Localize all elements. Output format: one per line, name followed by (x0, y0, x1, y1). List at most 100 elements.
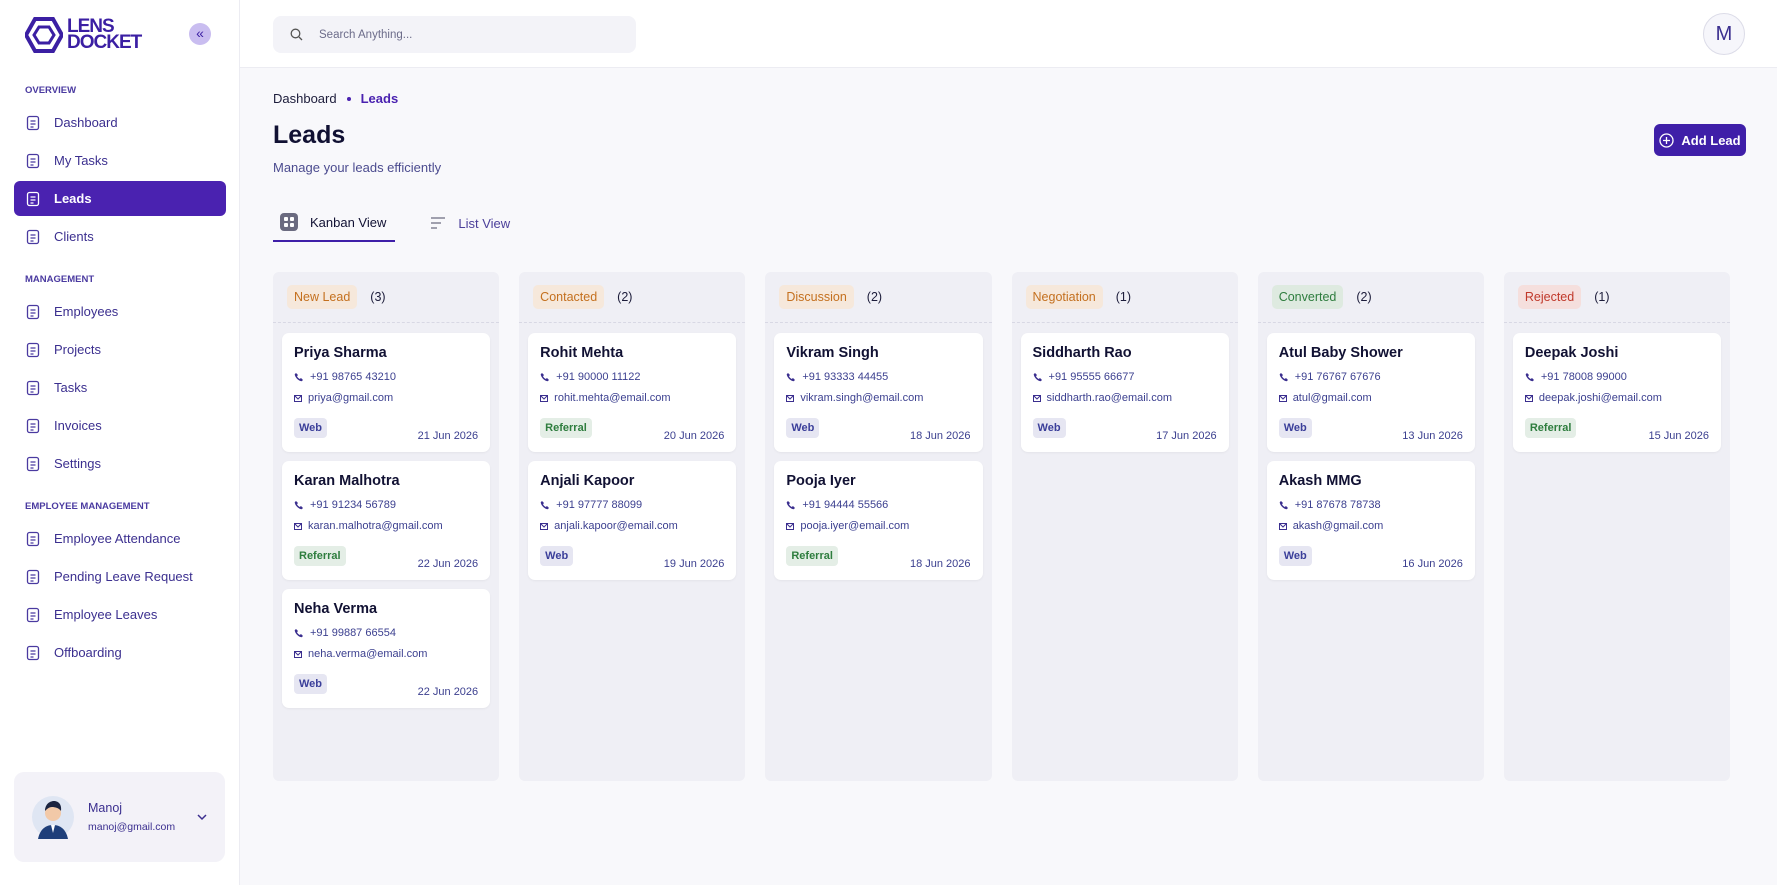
nav-item[interactable]: Clients (14, 219, 226, 254)
add-lead-button[interactable]: Add Lead (1654, 124, 1746, 156)
nav-icon (26, 456, 40, 471)
nav-item[interactable]: Projects (14, 332, 226, 367)
lead-name: Akash MMG (1278, 473, 1362, 489)
nav-label: Clients (54, 229, 94, 244)
nav-item[interactable]: Leads (14, 181, 226, 216)
section-title: OVERVIEW (25, 85, 77, 96)
lead-card[interactable]: Karan Malhotra +91 91234 56789 karan.malho… (282, 461, 491, 580)
lead-card[interactable]: Rohit Mehta +91 90000 11122 rohit.mehta@em… (528, 333, 737, 452)
nav-item[interactable]: My Tasks (14, 143, 226, 178)
lead-card[interactable]: Neha Verma +91 99887 66554 neha.verma@emai… (282, 589, 491, 708)
phone-icon (294, 629, 303, 638)
status-tag: Rejected (1517, 285, 1582, 309)
nav-item[interactable]: Dashboard (14, 105, 226, 140)
lead-card[interactable]: Akash MMG +91 87678 78738 akash@gmail.com W… (1266, 461, 1475, 580)
nav-label: Employees (54, 304, 119, 319)
column-header: New Lead (3) (273, 272, 500, 323)
status-tag: Contacted (533, 285, 605, 309)
tab-icon (431, 217, 446, 229)
lead-card[interactable]: Pooja Iyer +91 94444 55566 pooja.iyer@emai… (774, 461, 983, 580)
lead-email: karan.malhotra@gmail.com (308, 520, 443, 532)
nav-item[interactable]: Pending Leave Request (14, 559, 226, 594)
lead-card[interactable]: Vikram Singh +91 93333 44455 vikram.singh@… (774, 333, 983, 452)
nav-item[interactable]: Settings (14, 446, 226, 481)
search-icon (290, 28, 303, 41)
card-footer: Web 22 Jun 2026 (294, 674, 478, 698)
phone-icon (294, 373, 303, 382)
nav-item[interactable]: Tasks (14, 370, 226, 405)
lead-date: 18 Jun 2026 (909, 558, 971, 570)
lead-phone: +91 97777 88099 (556, 499, 643, 511)
phone-row: +91 91234 56789 (294, 499, 478, 511)
card-footer: Web 13 Jun 2026 (1278, 418, 1463, 442)
nav-label: Dashboard (54, 115, 118, 130)
lead-phone: +91 95555 66677 (1048, 371, 1135, 383)
breadcrumb: Dashboard Leads (273, 91, 398, 106)
breadcrumb-link[interactable]: Dashboard (273, 91, 337, 106)
source-tag: Web (294, 674, 328, 694)
collapse-button[interactable]: « (189, 23, 211, 45)
mail-icon (786, 522, 795, 530)
search-placeholder: Search Anything... (319, 28, 413, 41)
lead-date: 21 Jun 2026 (417, 430, 479, 442)
mail-icon (540, 522, 549, 530)
status-count: (3) (370, 290, 386, 304)
user-card[interactable]: Manoj manoj@gmail.com (14, 772, 225, 862)
view-tabs: Kanban View List View (273, 206, 519, 242)
phone-row: +91 94444 55566 (786, 499, 970, 511)
mail-icon (1032, 394, 1041, 402)
email-row: atul@gmail.com (1278, 392, 1463, 404)
card-footer: Referral 22 Jun 2026 (294, 546, 478, 570)
search-box[interactable]: Search Anything... (273, 16, 636, 53)
phone-row: +91 97777 88099 (540, 499, 724, 511)
nav-label: Projects (54, 342, 101, 357)
tab-label: List View (458, 215, 511, 231)
card-footer: Referral 18 Jun 2026 (786, 546, 971, 570)
lead-email: pooja.iyer@email.com (800, 520, 910, 532)
nav-item[interactable]: Offboarding (14, 635, 226, 670)
lead-name: Rohit Mehta (540, 345, 624, 361)
kanban-column: Contacted (2) Rohit Mehta +91 90000 11122 ro… (519, 272, 746, 781)
nav-item[interactable]: Employee Leaves (14, 597, 226, 632)
source-tag: Web (1278, 546, 1312, 566)
tab[interactable]: Kanban View (273, 206, 396, 242)
lead-card[interactable]: Priya Sharma +91 98765 43210 priya@gmail.c… (282, 333, 491, 452)
source-tag: Web (1032, 418, 1066, 438)
nav-item[interactable]: Employees (14, 294, 226, 329)
user-name: Manoj (88, 801, 123, 815)
column-header: Converted (2) (1257, 272, 1484, 323)
lead-card[interactable]: Anjali Kapoor +91 97777 88099 anjali.kapoo… (528, 461, 737, 580)
profile-avatar[interactable]: M (1703, 13, 1745, 55)
mail-icon (1278, 522, 1287, 530)
nav-icon (26, 229, 40, 244)
phone-icon (294, 501, 303, 510)
email-row: neha.verma@email.com (294, 648, 478, 660)
page-subtitle: Manage your leads efficiently (273, 160, 442, 175)
nav-icon (26, 115, 40, 130)
lead-card[interactable]: Deepak Joshi +91 78008 99000 deepak.joshi@… (1512, 333, 1722, 452)
source-tag: Web (540, 546, 574, 566)
column-header: Contacted (2) (519, 272, 746, 323)
nav-icon (26, 153, 40, 168)
brand-line: LENS (67, 16, 115, 37)
chevron[interactable] (197, 813, 207, 821)
lead-email: vikram.singh@email.com (800, 392, 924, 404)
lead-name: Karan Malhotra (294, 473, 400, 489)
source-tag: Referral (1524, 418, 1577, 438)
lead-phone: +91 91234 56789 (310, 499, 396, 511)
tab[interactable]: List View (423, 206, 519, 242)
mail-icon (540, 394, 549, 402)
lead-email: rohit.mehta@email.com (554, 392, 671, 404)
status-tag: Discussion (779, 285, 854, 309)
nav-item[interactable]: Employee Attendance (14, 521, 226, 556)
lead-card[interactable]: Siddharth Rao +91 95555 66677 siddharth.ra… (1020, 333, 1229, 452)
nav-item[interactable]: Invoices (14, 408, 226, 443)
lead-date: 19 Jun 2026 (663, 558, 725, 570)
lead-phone: +91 87678 78738 (1294, 499, 1381, 511)
tab-label: Kanban View (310, 214, 387, 230)
email-row: pooja.iyer@email.com (786, 520, 970, 532)
lead-card[interactable]: Atul Baby Shower +91 76767 67676 atul@gmai… (1266, 333, 1475, 452)
mail-icon (1524, 394, 1533, 402)
nav-icon (26, 607, 40, 622)
